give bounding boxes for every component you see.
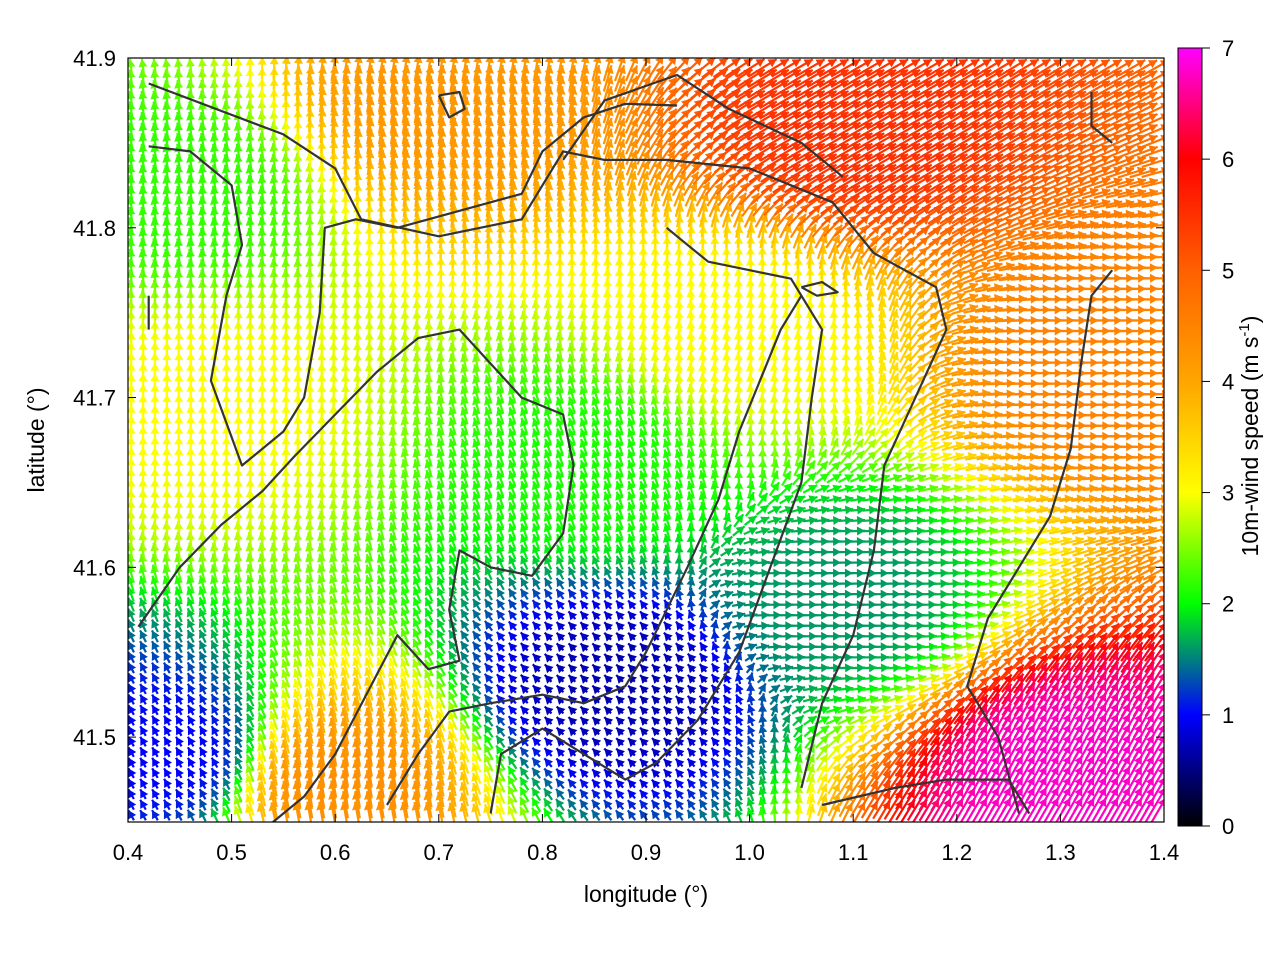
wind-arrow <box>818 803 828 822</box>
wind-arrow <box>519 796 530 814</box>
wind-arrow <box>674 809 684 822</box>
wind-arrow <box>163 809 172 821</box>
wind-arrow <box>579 809 589 822</box>
wind-arrow <box>829 802 841 822</box>
wind-arrow <box>567 808 577 822</box>
wind-arrow <box>543 797 554 812</box>
wind-arrow <box>163 799 172 811</box>
wind-arrow <box>746 807 755 822</box>
wind-arrow <box>734 807 744 822</box>
wind-arrow <box>151 799 160 811</box>
wind-arrow <box>495 794 506 815</box>
wind-arrow <box>662 809 672 821</box>
wind-arrow <box>222 806 231 822</box>
wind-arrow <box>151 809 160 821</box>
wind-arrow <box>186 798 196 811</box>
wind-arrow <box>531 797 542 813</box>
wind-arrow <box>650 809 661 821</box>
wind-arrow <box>710 808 720 822</box>
wind-arrow <box>555 798 565 812</box>
wind-arrow <box>233 795 243 814</box>
wind-arrow <box>543 807 554 822</box>
wind-arrow <box>603 809 613 821</box>
wind-arrow <box>128 809 137 821</box>
wind-arrow <box>128 799 137 811</box>
wind-arrow <box>198 808 208 822</box>
wind-arrow <box>758 806 767 822</box>
wind-arrow <box>698 808 708 822</box>
wind-arrow <box>210 798 220 812</box>
wind-arrow <box>519 806 529 822</box>
wind-arrow <box>686 809 696 822</box>
wind-arrow <box>626 809 637 821</box>
wind-arrow <box>186 809 196 822</box>
wind-arrow <box>174 809 184 822</box>
wind-arrow <box>507 805 517 822</box>
wind-arrow <box>1150 798 1164 822</box>
wind-arrow <box>531 807 542 822</box>
wind-arrow <box>139 799 149 811</box>
wind-arrow <box>139 809 149 821</box>
wind-arrow <box>507 795 518 814</box>
wind-arrow <box>614 809 625 821</box>
wind-arrow <box>555 808 565 822</box>
wind-arrow <box>198 798 208 811</box>
wind-arrow <box>222 797 231 813</box>
wind-arrow <box>210 808 219 822</box>
wind-arrow <box>174 799 184 811</box>
wind-arrow <box>591 809 601 822</box>
wind-arrow <box>722 808 732 822</box>
